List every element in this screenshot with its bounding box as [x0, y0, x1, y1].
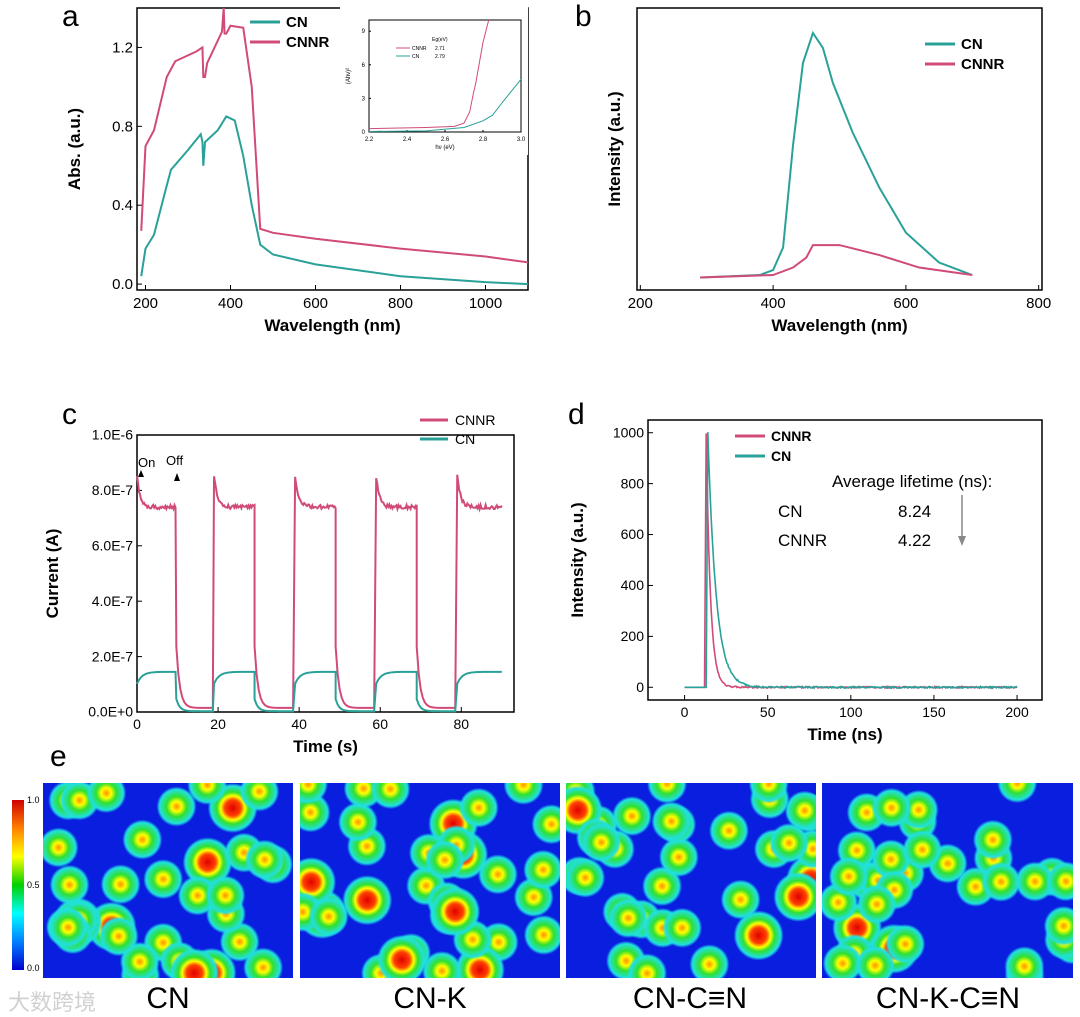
y-tick-label: 200 — [621, 628, 645, 644]
y-tick-label: 0.0 — [112, 276, 133, 293]
y-tick-label: 0.8 — [112, 118, 133, 135]
map-label-cn-cn: CN-C≡N — [560, 982, 820, 1016]
y-axis-label: Intensity (a.u.) — [568, 502, 587, 617]
inset-y-label: (Ahν)² — [346, 68, 352, 84]
x-tick-label: 2.4 — [403, 137, 412, 143]
series-cn — [137, 672, 502, 711]
x-tick-label: 400 — [218, 295, 243, 312]
x-axis-label: Wavelength (nm) — [771, 316, 907, 335]
x-tick-label: 150 — [922, 704, 946, 720]
y-tick-label: 4.0E-7 — [92, 593, 133, 609]
legend-label-cnnr: CNNR — [771, 428, 811, 444]
x-axis-label: Time (s) — [293, 737, 358, 756]
y-axis-label: Abs. (a.u.) — [65, 108, 84, 190]
x-tick-label: 400 — [761, 295, 786, 312]
x-tick-label: 200 — [133, 295, 158, 312]
x-tick-label: 2.8 — [479, 137, 488, 143]
x-tick-label: 100 — [839, 704, 863, 720]
x-tick-label: 200 — [1005, 704, 1029, 720]
legend-label-cnnr: CNNR — [455, 412, 495, 428]
x-tick-label: 40 — [291, 716, 307, 732]
charge-map-cn-k-cn — [822, 783, 1073, 978]
lifetime-table-title: Average lifetime (ns): — [832, 472, 992, 491]
arrow-icon — [138, 470, 144, 477]
lifetime-value: 8.24 — [898, 502, 931, 521]
x-tick-label: 0 — [681, 704, 689, 720]
charge-map-cn — [43, 783, 293, 978]
y-axis-label: Current (A) — [43, 529, 62, 619]
y-tick-label: 1000 — [613, 424, 644, 440]
inset-legend-value: 2.79 — [435, 54, 445, 60]
x-tick-label: 600 — [893, 295, 918, 312]
inset-x-label: hν (eV) — [435, 145, 454, 151]
legend-label-cn: CN — [455, 431, 475, 447]
chart-area: 200 400 600 800 10000.00.40.81.2Wavelength (… — [0, 0, 1080, 780]
x-axis-label: Wavelength (nm) — [264, 316, 400, 335]
charge-map-cn-cn — [566, 783, 816, 978]
x-tick-label: 600 — [303, 295, 328, 312]
x-tick-label: 200 — [628, 295, 653, 312]
series-cnnr — [700, 245, 972, 277]
x-tick-label: 80 — [454, 716, 470, 732]
x-axis-label: Time (ns) — [807, 725, 882, 744]
x-tick-label: 0 — [133, 716, 141, 732]
y-tick-label: 0.0E+0 — [88, 704, 133, 720]
inset-legend-title: Eg(eV) — [432, 37, 448, 43]
x-tick-label: 2.6 — [441, 137, 450, 143]
y-tick-label: 6.0E-7 — [92, 537, 133, 553]
series-cn — [685, 432, 1017, 688]
y-tick-label: 800 — [621, 475, 645, 491]
y-axis-label: Intensity (a.u.) — [605, 91, 624, 206]
map-label-cn-k: CN-K — [300, 982, 560, 1016]
x-tick-label: 2.2 — [365, 137, 374, 143]
legend-label-cn: CN — [961, 36, 983, 53]
lifetime-value: 4.22 — [898, 531, 931, 550]
y-tick-label: 1.2 — [112, 39, 133, 56]
x-tick-label: 800 — [1026, 295, 1051, 312]
charge-map-cn-k — [300, 783, 560, 978]
inset-legend-value: 2.71 — [435, 46, 445, 52]
legend-label-cnnr: CNNR — [286, 34, 329, 51]
colorbar-mid: 0.5 — [27, 880, 40, 890]
y-tick-label: 8.0E-7 — [92, 482, 133, 498]
colorbar — [12, 800, 24, 970]
lifetime-sample: CNNR — [778, 531, 827, 550]
arrow-icon — [174, 473, 180, 481]
x-tick-label: 50 — [760, 704, 776, 720]
x-tick-label: 20 — [210, 716, 226, 732]
inset-legend-label: CN — [412, 54, 420, 60]
y-tick-label: 0.4 — [112, 197, 133, 214]
x-tick-label: 3.0 — [517, 137, 526, 143]
lifetime-sample: CN — [778, 502, 803, 521]
legend-label-cnnr: CNNR — [961, 56, 1004, 73]
arrow-down-icon — [958, 536, 966, 546]
legend-label-cn: CN — [771, 448, 791, 464]
y-tick-label: 400 — [621, 577, 645, 593]
x-tick-label: 60 — [372, 716, 388, 732]
x-tick-label: 1000 — [469, 295, 502, 312]
annotation-off: Off — [166, 453, 183, 468]
y-tick-label: 600 — [621, 526, 645, 542]
inset-legend-label: CNNR — [412, 46, 427, 52]
colorbar-max: 1.0 — [27, 795, 40, 805]
y-tick-label: 0 — [636, 679, 644, 695]
y-tick-label: 1.0E-6 — [92, 427, 133, 443]
annotation-on: On — [138, 455, 155, 470]
x-tick-label: 800 — [388, 295, 413, 312]
colorbar-min: 0.0 — [27, 963, 40, 973]
legend-label-cn: CN — [286, 14, 308, 31]
series-cn — [700, 33, 972, 278]
map-label-cn-k-cn: CN-K-C≡N — [818, 982, 1078, 1016]
watermark: 大数跨境 — [8, 985, 96, 1017]
y-tick-label: 2.0E-7 — [92, 648, 133, 664]
